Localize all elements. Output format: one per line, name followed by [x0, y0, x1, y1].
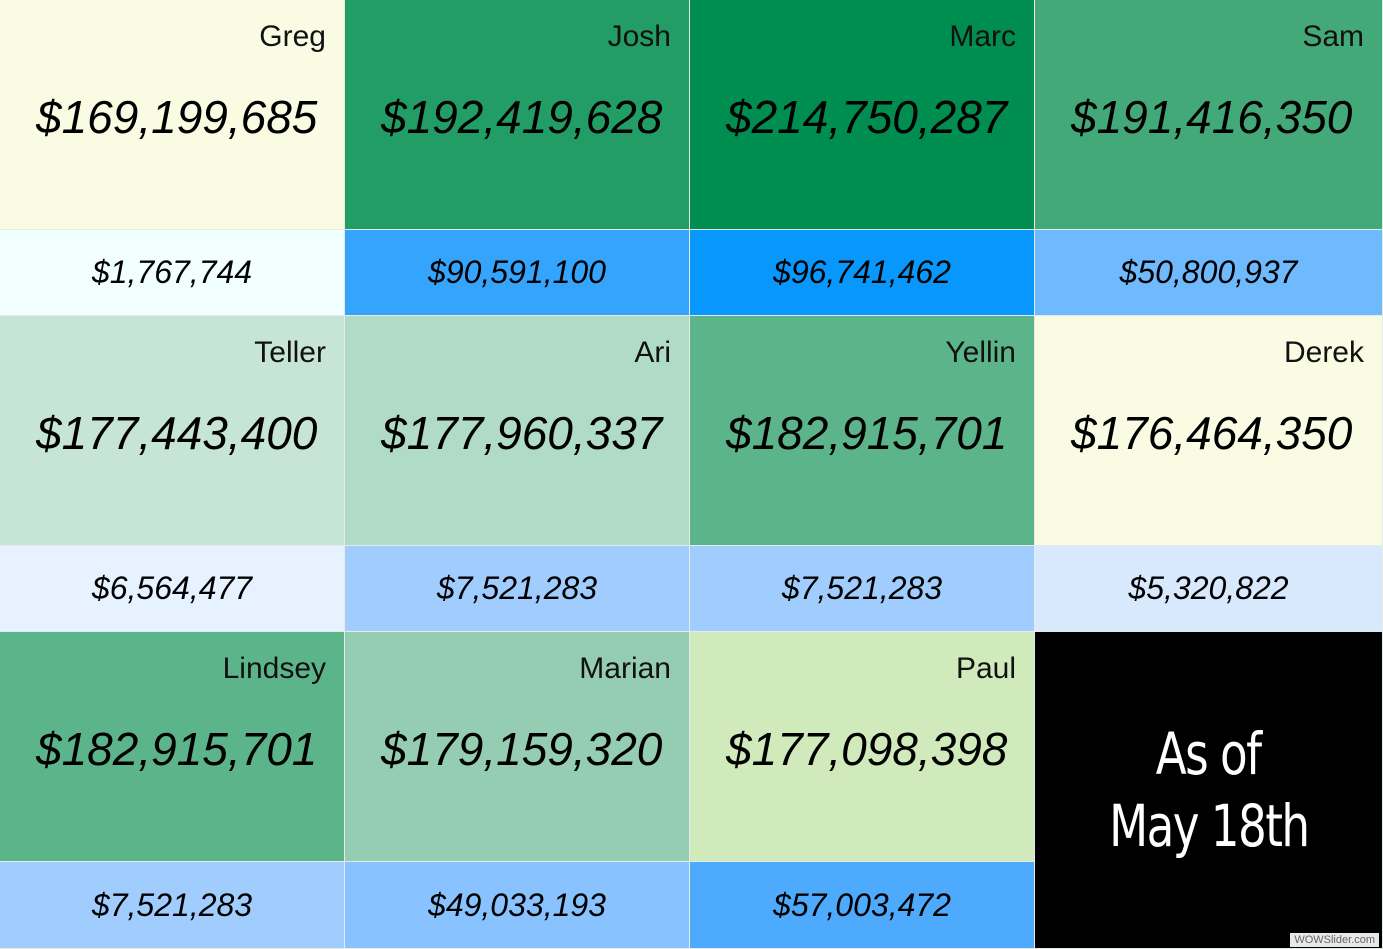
player-sub-total: $7,521,283 — [91, 886, 253, 923]
player-name: Paul — [955, 652, 1016, 685]
player-sub-total: $6,564,477 — [91, 570, 253, 606]
sub-cell-ari: $7,521,283 — [345, 546, 690, 632]
player-total: $177,960,337 — [381, 407, 663, 459]
player-total: $191,416,350 — [1071, 91, 1353, 143]
sub-cell-josh: $90,591,100 — [345, 230, 690, 316]
player-total: $177,443,400 — [36, 407, 318, 459]
player-total: $176,464,350 — [1071, 407, 1353, 459]
player-name: Derek — [1283, 336, 1364, 369]
player-cell-marian: Marian $179,159,320 — [345, 632, 690, 862]
sub-cell-marc: $96,741,462 — [690, 230, 1035, 316]
player-sub-total: $7,521,283 — [436, 570, 598, 606]
player-name: Marian — [579, 652, 671, 685]
player-name: Marc — [949, 20, 1016, 53]
sub-cell-marian: $49,033,193 — [345, 862, 690, 949]
sub-cell-paul: $57,003,472 — [690, 862, 1035, 949]
player-sub-total: $7,521,283 — [781, 570, 943, 606]
player-cell-paul: Paul $177,098,398 — [690, 632, 1035, 862]
player-name: Ari — [634, 336, 671, 369]
player-sub-total: $49,033,193 — [428, 886, 606, 923]
sub-cell-teller: $6,564,477 — [0, 546, 345, 632]
player-total: $169,199,685 — [36, 91, 318, 143]
player-total: $182,915,701 — [726, 407, 1008, 459]
player-total: $214,750,287 — [726, 91, 1008, 143]
player-sub-total: $50,800,937 — [1119, 254, 1298, 290]
player-total: $179,159,320 — [381, 723, 663, 775]
sub-cell-yellin: $7,521,283 — [690, 546, 1035, 632]
as-of-panel: As of May 18th — [1035, 632, 1383, 949]
as-of-label: As of — [1156, 720, 1262, 788]
player-cell-josh: Josh $192,419,628 — [345, 0, 690, 230]
sub-cell-lindsey: $7,521,283 — [0, 862, 345, 949]
player-cell-yellin: Yellin $182,915,701 — [690, 316, 1035, 546]
player-cell-sam: Sam $191,416,350 — [1035, 0, 1383, 230]
player-name: Sam — [1302, 20, 1364, 53]
player-sub-total: $5,320,822 — [1128, 570, 1289, 606]
player-cell-derek: Derek $176,464,350 — [1035, 316, 1383, 546]
player-name: Lindsey — [222, 652, 326, 685]
player-total: $192,419,628 — [381, 91, 663, 143]
sub-cell-sam: $50,800,937 — [1035, 230, 1383, 316]
player-name: Teller — [254, 336, 326, 369]
player-total: $177,098,398 — [726, 723, 1008, 775]
player-total: $182,915,701 — [36, 723, 318, 775]
sub-cell-greg: $1,767,744 — [0, 230, 345, 316]
player-cell-greg: Greg $169,199,685 — [0, 0, 345, 230]
player-name: Greg — [259, 20, 326, 53]
player-name: Josh — [607, 20, 671, 53]
player-sub-total: $90,591,100 — [428, 254, 606, 290]
player-name: Yellin — [945, 336, 1016, 369]
as-of-date: May 18th — [1108, 792, 1310, 860]
player-cell-marc: Marc $214,750,287 — [690, 0, 1035, 230]
player-cell-ari: Ari $177,960,337 — [345, 316, 690, 546]
player-sub-total: $96,741,462 — [773, 254, 951, 290]
player-sub-total: $1,767,744 — [91, 254, 253, 290]
sub-cell-derek: $5,320,822 — [1035, 546, 1383, 632]
player-cell-lindsey: Lindsey $182,915,701 — [0, 632, 345, 862]
player-cell-teller: Teller $177,443,400 — [0, 316, 345, 546]
player-sub-total: $57,003,472 — [773, 886, 951, 923]
watermark: WOWSlider.com — [1290, 933, 1379, 947]
